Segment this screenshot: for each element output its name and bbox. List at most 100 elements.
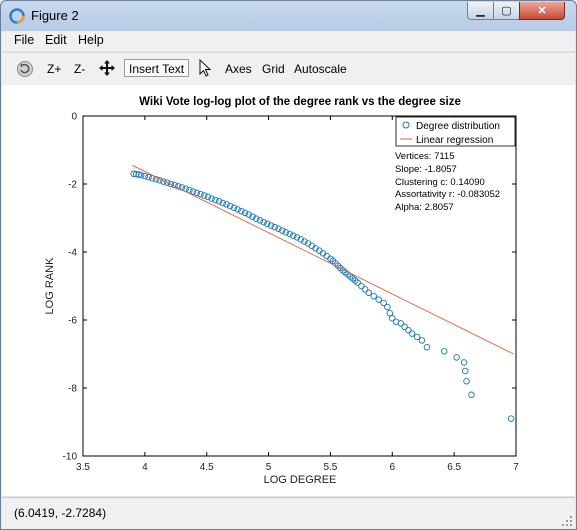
regression-line (132, 164, 514, 355)
data-point (238, 207, 245, 215)
x-tick-label: 5.5 (323, 462, 337, 473)
y-tick-label: -6 (68, 316, 77, 327)
data-point (271, 223, 279, 231)
data-point (462, 367, 469, 375)
data-point (204, 193, 212, 201)
legend-degree-distribution: Degree distribution (416, 121, 500, 132)
axes-button[interactable]: Axes (225, 62, 252, 76)
menu-help[interactable]: Help (78, 33, 104, 47)
data-point (278, 227, 286, 234)
close-button[interactable]: ✕ (519, 2, 565, 20)
y-axis-label: LOG RANK (44, 257, 56, 315)
data-point (267, 222, 275, 229)
data-point (468, 391, 475, 399)
data-point (293, 234, 301, 241)
legend-box (395, 116, 516, 147)
data-point (401, 323, 408, 331)
zoom-in-button[interactable]: Z+ (47, 62, 62, 76)
zoom-out-button[interactable]: Z- (74, 62, 86, 76)
data-point (397, 320, 405, 327)
data-point (354, 279, 361, 286)
annotation-assortativity: Assortativity r: -0.083052 (395, 189, 500, 200)
figure-canvas[interactable]: Wiki Vote log-log plot of the degree ran… (2, 85, 575, 496)
autoscale-button[interactable]: Autoscale (294, 62, 347, 76)
data-point (282, 229, 290, 236)
legend: Degree distribution Linear regression (395, 116, 516, 147)
data-point (365, 289, 373, 297)
data-point (361, 286, 369, 293)
data-point (423, 343, 431, 351)
data-point (290, 232, 297, 239)
y-tick-label: -2 (68, 180, 77, 191)
menu-file[interactable]: File (14, 33, 35, 47)
annotation-alpha: Alpha: 2.8057 (395, 202, 454, 213)
data-point (370, 292, 377, 300)
data-point (167, 180, 175, 188)
data-point (135, 171, 142, 178)
degree-plot[interactable]: Wiki Vote log-log plot of the degree ran… (2, 85, 575, 496)
data-point (219, 199, 227, 207)
annotation-slope: Slope: -1.8057 (395, 164, 457, 175)
y-tick-label: -4 (68, 248, 77, 259)
pan-icon[interactable] (98, 59, 116, 77)
y-tick-label: 0 (71, 112, 77, 123)
data-point (507, 415, 515, 422)
stats-annotation: Vertices: 7115 Slope: -1.8057 Clustering… (395, 151, 500, 213)
data-point (386, 309, 394, 317)
legend-linear-regression: Linear regression (416, 135, 493, 146)
data-point (193, 189, 201, 197)
rotate-icon[interactable] (16, 60, 34, 78)
data-point (389, 315, 396, 322)
data-point (440, 348, 448, 355)
data-point (460, 359, 468, 366)
menu-edit[interactable]: Edit (45, 33, 67, 47)
data-point (256, 217, 264, 224)
x-tick-label: 6 (390, 462, 396, 473)
annotation-vertices: Vertices: 7115 (395, 151, 455, 162)
maximize-icon: ▢ (501, 5, 512, 17)
plot-area (82, 115, 517, 457)
data-point (241, 209, 249, 217)
minimize-button[interactable]: ▁ (467, 2, 494, 20)
data-point (234, 206, 241, 213)
data-point (453, 354, 460, 361)
maximize-button[interactable]: ▢ (493, 2, 520, 20)
minimize-icon: ▁ (476, 5, 485, 17)
y-tick-label: -10 (63, 452, 78, 463)
annotation-clustering: Clustering c: 0.14090 (395, 177, 485, 188)
data-point (384, 303, 391, 311)
chart-title: Wiki Vote log-log plot of the degree ran… (139, 96, 461, 108)
data-point (358, 282, 365, 290)
data-point (145, 173, 152, 181)
window-title: Figure 2 (31, 8, 79, 23)
data-point (245, 211, 253, 218)
data-point (297, 236, 304, 243)
insert-text-button[interactable]: Insert Text (124, 59, 190, 77)
x-tick-label: 7 (513, 462, 519, 473)
data-point (189, 188, 197, 195)
legend-marker-icon (402, 121, 410, 129)
select-pointer-icon[interactable] (198, 59, 212, 77)
x-tick-label: 4 (142, 462, 148, 473)
grid-button[interactable]: Grid (262, 62, 285, 76)
data-point (463, 377, 470, 385)
data-point (375, 296, 382, 303)
data-point (208, 195, 215, 202)
data-point (186, 186, 193, 194)
data-point (215, 198, 223, 205)
resize-grip-icon[interactable] (561, 515, 573, 527)
data-point (301, 238, 308, 245)
x-tick-label: 5 (266, 462, 272, 473)
menu-bar: File Edit Help (2, 31, 575, 51)
data-point (137, 171, 145, 179)
data-point (130, 170, 137, 178)
data-point (380, 299, 387, 307)
data-point (418, 337, 426, 344)
data-point (132, 170, 140, 178)
title-bar[interactable]: Figure 2 ▁ ▢ ✕ (1, 1, 576, 31)
octave-app-icon (9, 8, 25, 24)
data-point (286, 230, 293, 238)
close-icon: ✕ (537, 5, 547, 17)
data-point (200, 192, 208, 199)
